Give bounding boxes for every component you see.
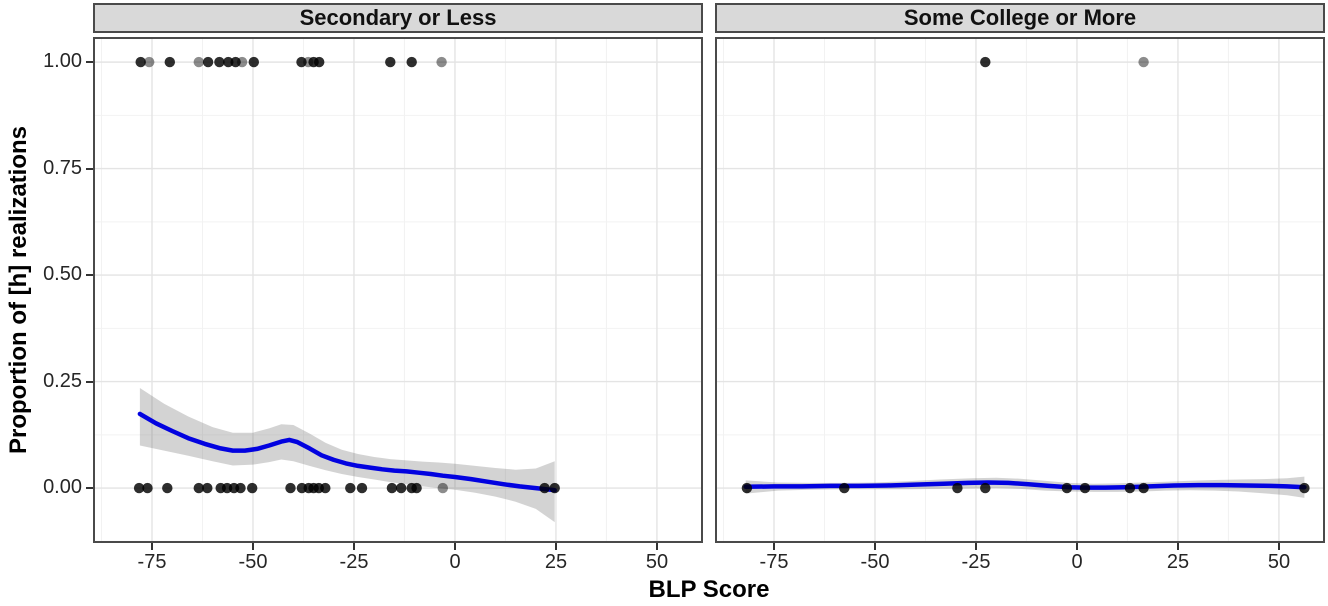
y-tick-label: 0.25 xyxy=(43,370,82,392)
data-point xyxy=(406,56,417,68)
data-points xyxy=(741,56,1310,494)
confidence-band xyxy=(745,476,1305,498)
facet-strip-secondary-or-less: Secondary or Less xyxy=(93,3,703,33)
x-tick-label: 25 xyxy=(544,551,568,573)
y-tick-mark xyxy=(86,274,93,276)
data-point xyxy=(236,56,248,68)
data-point xyxy=(1138,482,1149,494)
y-tick-mark xyxy=(86,168,93,170)
facet-strip-label: Secondary or Less xyxy=(299,5,497,30)
data-point xyxy=(314,56,325,68)
data-point xyxy=(235,482,246,494)
data-point xyxy=(396,482,407,494)
confidence-band xyxy=(139,388,555,523)
x-tick-label: 50 xyxy=(1267,551,1291,573)
x-tick-label: 0 xyxy=(449,551,461,573)
panel-border xyxy=(93,37,703,543)
x-tick-mark xyxy=(151,543,153,550)
y-tick-label: 0.50 xyxy=(43,263,82,285)
y-tick-label: 0.75 xyxy=(43,157,82,179)
data-point xyxy=(839,482,850,494)
x-tick-mark xyxy=(252,543,254,550)
x-tick-label: -75 xyxy=(759,551,789,573)
data-point xyxy=(164,56,175,68)
x-tick-label: -50 xyxy=(238,551,268,573)
x-tick-label: -75 xyxy=(137,551,167,573)
x-tick-label: -25 xyxy=(339,551,369,573)
data-point xyxy=(285,482,296,494)
data-point xyxy=(356,482,368,494)
data-point xyxy=(980,56,991,68)
smooth-line xyxy=(743,480,1307,490)
data-point xyxy=(230,56,241,68)
data-point xyxy=(436,56,447,68)
facet-strip-some-college-or-more: Some College or More xyxy=(715,3,1325,33)
data-point xyxy=(345,482,356,494)
data-point xyxy=(1124,482,1136,494)
x-tick-label: 50 xyxy=(645,551,669,573)
x-tick-mark xyxy=(1076,543,1078,550)
panel-border xyxy=(715,37,1325,543)
x-axis-title: BLP Score xyxy=(648,576,770,603)
x-tick-mark xyxy=(773,543,775,550)
y-tick-mark xyxy=(86,61,93,63)
x-tick-label: -25 xyxy=(961,551,991,573)
data-point xyxy=(549,482,560,494)
data-point xyxy=(248,56,259,68)
data-point xyxy=(1299,482,1310,494)
x-tick-label: -50 xyxy=(860,551,890,573)
data-point xyxy=(980,482,991,494)
data-point xyxy=(162,482,173,494)
x-tick-mark xyxy=(454,543,456,550)
data-point xyxy=(411,482,422,494)
panel-secondary-or-less xyxy=(93,37,703,543)
data-points xyxy=(133,56,560,494)
data-point xyxy=(1061,482,1073,494)
data-point xyxy=(385,56,396,68)
x-tick-mark xyxy=(1278,543,1280,550)
x-tick-label: 25 xyxy=(1166,551,1190,573)
data-point xyxy=(296,56,307,68)
data-point xyxy=(193,56,204,68)
panel-some-college-or-more xyxy=(715,37,1325,543)
data-point xyxy=(247,482,258,494)
data-point xyxy=(1138,56,1149,68)
x-tick-mark xyxy=(555,543,557,550)
x-tick-mark xyxy=(353,543,355,550)
x-tick-mark xyxy=(975,543,977,550)
panel-background xyxy=(93,37,703,543)
data-point xyxy=(214,56,225,68)
y-tick-label: 0.00 xyxy=(43,476,82,498)
data-point xyxy=(144,56,155,68)
x-tick-mark xyxy=(1177,543,1179,550)
data-point xyxy=(437,482,448,494)
data-point xyxy=(142,482,153,494)
data-point xyxy=(193,482,204,494)
data-point xyxy=(202,482,213,494)
data-point xyxy=(320,482,331,494)
panel-background xyxy=(715,37,1325,543)
data-point xyxy=(1079,482,1091,494)
data-point xyxy=(539,482,550,494)
x-tick-mark xyxy=(656,543,658,550)
y-tick-mark xyxy=(86,487,93,489)
grid-minor xyxy=(93,37,703,543)
data-point xyxy=(952,482,963,494)
data-point xyxy=(135,56,146,68)
y-tick-label: 1.00 xyxy=(43,50,82,72)
data-point xyxy=(741,482,753,494)
data-point xyxy=(202,56,214,68)
x-tick-label: 0 xyxy=(1071,551,1083,573)
y-tick-mark xyxy=(86,381,93,383)
x-tick-mark xyxy=(874,543,876,550)
data-point xyxy=(133,482,145,494)
facet-strip-label: Some College or More xyxy=(903,5,1137,30)
smooth-line xyxy=(137,411,557,493)
data-point xyxy=(223,56,234,68)
data-point xyxy=(386,482,398,494)
y-axis-title: Proportion of [h] realizations xyxy=(5,126,32,454)
